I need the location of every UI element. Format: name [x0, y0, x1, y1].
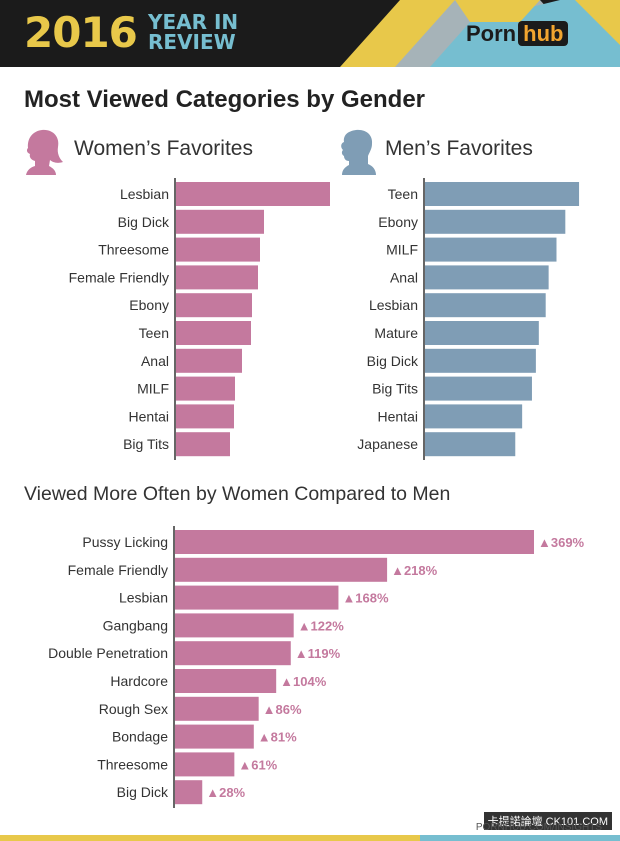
bar: [425, 182, 580, 206]
value-label: ▲369%: [538, 535, 585, 550]
yellow-wedge: [455, 0, 540, 22]
bar: [176, 293, 252, 318]
category-label: Big Dick: [118, 214, 170, 230]
bar: [425, 404, 523, 429]
bar: [176, 265, 258, 290]
logo-text: Porn: [466, 21, 517, 46]
category-label: Big Dick: [367, 353, 419, 369]
value-label: ▲86%: [263, 702, 302, 717]
year-label: 2016: [24, 8, 138, 57]
category-label: Big Dick: [117, 784, 169, 800]
bar: [175, 752, 235, 777]
value-label: ▲218%: [391, 563, 438, 578]
category-label: Ebony: [129, 297, 169, 313]
category-label: Teen: [388, 186, 418, 202]
category-label: Female Friendly: [69, 269, 169, 285]
bar: [176, 404, 234, 429]
men-favorites-heading: Men’s Favorites: [385, 137, 533, 160]
bar: [176, 432, 230, 457]
category-label: Lesbian: [120, 186, 169, 202]
man-silhouette-icon: [341, 129, 376, 175]
year-in-review-line-2: REVIEW: [148, 30, 236, 54]
category-label: Big Tits: [123, 436, 169, 452]
bar: [425, 237, 557, 262]
woman-silhouette-icon: [26, 129, 63, 175]
bar: [175, 696, 259, 721]
category-label: Pussy Licking: [82, 534, 168, 550]
men-favorites-chart: Teen Ebony MILF Anal Lesbian Mature Big Dick Bi…: [357, 178, 580, 460]
bar: [175, 669, 277, 693]
bar: [175, 641, 291, 666]
category-label: Gangbang: [103, 617, 168, 633]
bar: [176, 321, 251, 345]
category-label: Ebony: [378, 214, 418, 230]
value-label: ▲168%: [342, 591, 389, 606]
category-label: Hentai: [378, 408, 418, 424]
category-label: Japanese: [357, 436, 418, 452]
category-label: Anal: [390, 269, 418, 285]
category-label: Rough Sex: [99, 701, 168, 717]
bar: [425, 432, 516, 457]
bar: [175, 557, 388, 582]
women-vs-men-chart: Pussy Licking ▲369% Female Friendly ▲218% Le…: [48, 526, 585, 808]
bar: [176, 182, 330, 206]
category-label: MILF: [137, 381, 169, 397]
bar: [175, 613, 294, 638]
logo-badge: hub: [518, 21, 569, 46]
category-label: Double Penetration: [48, 645, 168, 661]
footer-stripe: [0, 835, 620, 841]
category-label: Threesome: [98, 242, 169, 258]
bar: [425, 265, 549, 290]
bar: [425, 293, 546, 318]
yellow-corner: [575, 0, 620, 45]
header-decoration: [340, 0, 620, 67]
category-label: Threesome: [97, 756, 168, 772]
year-in-review-line-1: YEAR IN: [148, 10, 239, 34]
category-label: Big Tits: [372, 381, 418, 397]
category-label: Teen: [139, 325, 169, 341]
brand-logo: Porn hub: [466, 21, 569, 47]
year-in-review-label: YEAR IN REVIEW: [148, 12, 238, 52]
women-favorites-heading: Women’s Favorites: [74, 137, 253, 160]
bar: [425, 321, 539, 345]
category-label: Hardcore: [110, 673, 168, 689]
bar: [175, 780, 203, 805]
category-label: Lesbian: [369, 297, 418, 313]
bar: [175, 585, 339, 610]
value-label: ▲28%: [206, 785, 245, 800]
watermark: 卡提諾論壇 CK101.COM: [483, 812, 612, 830]
bar: [175, 724, 254, 749]
category-label: Bondage: [112, 729, 168, 745]
header-banner: 2016 YEAR IN REVIEW Porn hub: [0, 0, 620, 67]
bar: [176, 376, 235, 401]
page-title: Most Viewed Categories by Gender: [24, 86, 426, 113]
category-label: MILF: [386, 242, 418, 258]
yellow-stripe: [340, 0, 470, 67]
bar: [176, 348, 242, 373]
value-label: ▲122%: [298, 618, 345, 633]
bar: [176, 209, 264, 234]
comparison-chart-title: Viewed More Often by Women Compared to M…: [24, 483, 451, 505]
footer-url: PORNHUB.COM/INSIGHTS: [475, 822, 602, 833]
value-label: ▲119%: [295, 646, 341, 661]
value-label: ▲81%: [258, 730, 297, 745]
value-label: ▲61%: [238, 757, 277, 772]
category-label: Hentai: [129, 408, 169, 424]
bar: [176, 237, 260, 262]
bar: [175, 530, 534, 554]
value-label: ▲104%: [280, 674, 327, 689]
category-label: Female Friendly: [68, 562, 168, 578]
women-favorites-chart: Lesbian Big Dick Threesome Female Friendly E…: [69, 178, 330, 460]
category-label: Anal: [141, 353, 169, 369]
bar: [425, 348, 536, 373]
bar: [425, 209, 566, 234]
category-label: Mature: [374, 325, 418, 341]
category-label: Lesbian: [119, 590, 168, 606]
bar: [425, 376, 532, 401]
